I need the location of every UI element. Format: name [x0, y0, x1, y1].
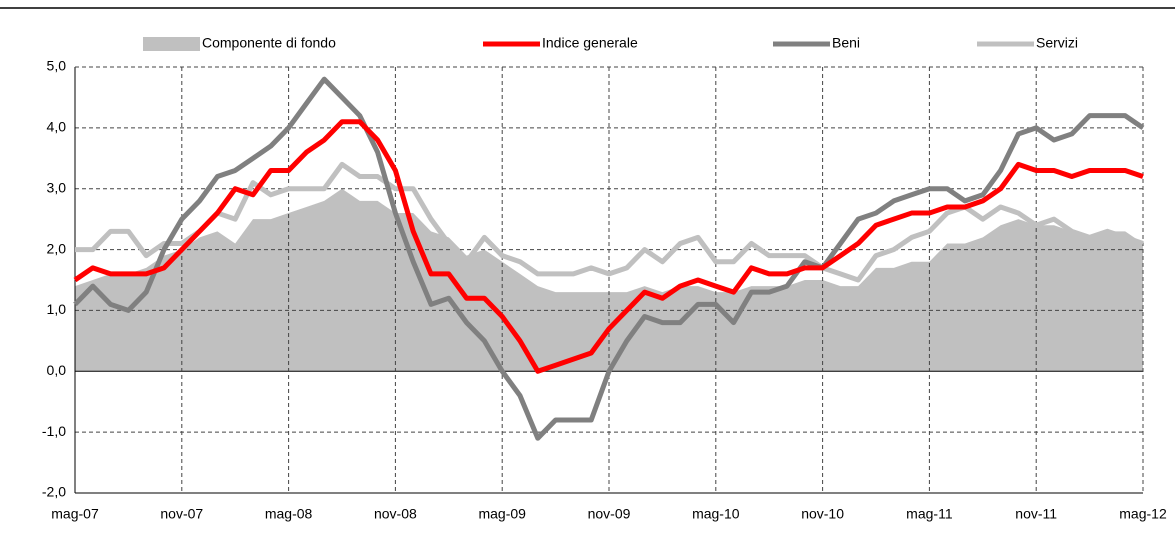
y-tick-label: 4,0: [47, 119, 67, 135]
x-tick-label: mag-11: [906, 506, 953, 522]
y-tick-label: 0,0: [47, 362, 67, 378]
legend-label: Indice generale: [542, 35, 638, 51]
line-series: [73, 76, 1145, 441]
legend-label: Beni: [832, 35, 860, 51]
y-tick-label: -2,0: [42, 484, 66, 500]
area-series: [75, 188, 1143, 372]
y-tick-label: 1,0: [47, 301, 67, 317]
x-tick-label: mag-10: [692, 506, 740, 522]
line-series: [73, 119, 1144, 374]
y-tick-label: 2,0: [47, 240, 67, 256]
y-tick-label: 3,0: [47, 179, 67, 195]
x-tick-label: nov-08: [374, 506, 417, 522]
x-tick-label: mag-07: [51, 506, 99, 522]
y-tick-label: -1,0: [42, 423, 66, 439]
x-tick-label: nov-09: [588, 506, 631, 522]
legend-label: Servizi: [1036, 35, 1078, 51]
x-tick-label: nov-10: [801, 506, 844, 522]
x-tick-label: mag-09: [478, 506, 526, 522]
legend-label: Componente di fondo: [202, 35, 336, 51]
legend-swatch: [143, 37, 200, 51]
x-tick-label: nov-07: [160, 506, 203, 522]
x-tick-label: nov-11: [1015, 506, 1057, 522]
x-tick-label: mag-12: [1119, 506, 1167, 522]
x-tick-label: mag-08: [265, 506, 313, 522]
y-tick-label: 5,0: [47, 58, 67, 74]
